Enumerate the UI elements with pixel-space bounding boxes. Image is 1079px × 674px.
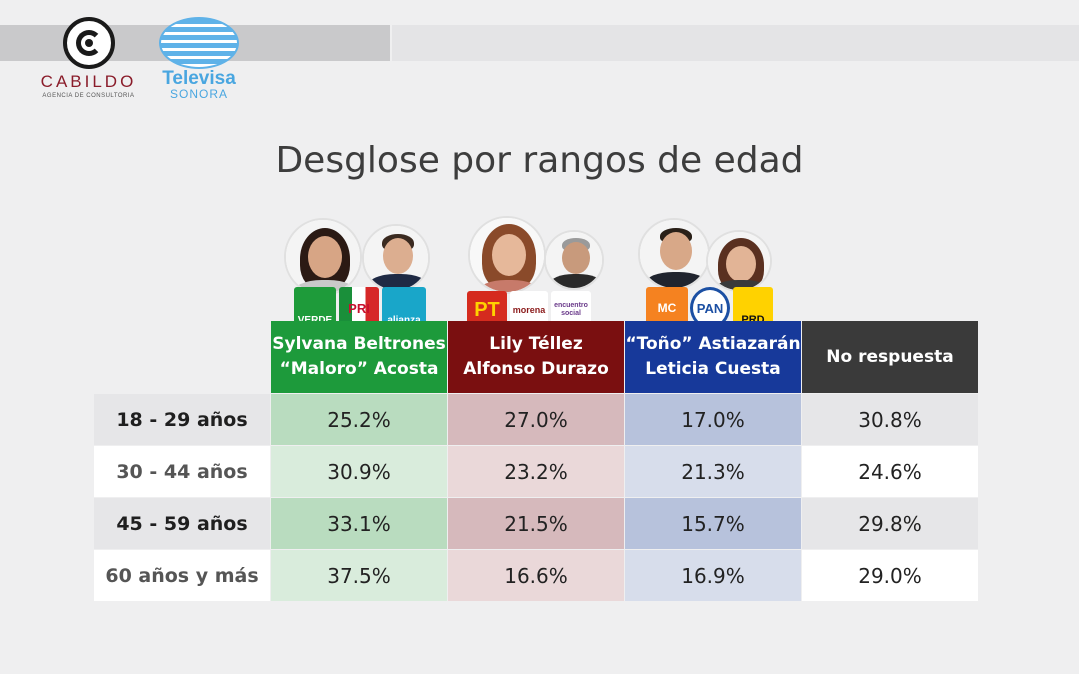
televisa-logo: Televisa SONORA	[150, 17, 248, 100]
page-title: Desglose por rangos de edad	[275, 140, 804, 181]
column-header-no-respuesta: No respuesta	[802, 321, 978, 393]
header-line1: Lily Téllez	[489, 334, 583, 354]
value-cell: 17.0%	[625, 394, 801, 445]
header-line2: “Maloro” Acosta	[279, 359, 439, 379]
header-line1: No respuesta	[826, 346, 954, 367]
value-cell: 24.6%	[802, 446, 978, 497]
header-band-right	[392, 25, 1079, 61]
row-label: 30 - 44 años	[94, 446, 270, 497]
value-cell: 30.9%	[271, 446, 447, 497]
candidate-photo-alfonso	[544, 230, 604, 290]
row-label: 18 - 29 años	[94, 394, 270, 445]
value-cell: 23.2%	[448, 446, 624, 497]
cabildo-subtitle: AGENCIA DE CONSULTORIA	[42, 93, 135, 99]
televisa-subtitle: SONORA	[169, 87, 228, 101]
value-cell: 25.2%	[271, 394, 447, 445]
header-line2: Leticia Cuesta	[645, 359, 781, 379]
cabildo-c-icon	[62, 17, 115, 69]
row-label: 60 años y más	[94, 550, 270, 601]
cabildo-name: CABILDO	[40, 72, 137, 91]
header-line1: Sylvana Beltrones	[272, 334, 446, 354]
candidate-photo-sylvana	[284, 218, 362, 296]
header-line2: Alfonso Durazo	[463, 359, 609, 379]
column-header-red: Lily Téllez Alfonso Durazo	[448, 321, 624, 393]
value-cell: 27.0%	[448, 394, 624, 445]
header-line1: “Toño” Astiazarán	[625, 334, 801, 354]
column-header-blue: “Toño” Astiazarán Leticia Cuesta	[625, 321, 801, 393]
cabildo-logo: CABILDO AGENCIA DE CONSULTORIA	[26, 17, 151, 99]
value-cell: 30.8%	[802, 394, 978, 445]
value-cell: 29.8%	[802, 498, 978, 549]
candidate-photo-maloro	[362, 224, 430, 292]
value-cell: 21.5%	[448, 498, 624, 549]
value-cell: 21.3%	[625, 446, 801, 497]
value-cell: 29.0%	[802, 550, 978, 601]
value-cell: 16.9%	[625, 550, 801, 601]
candidate-photo-lily	[468, 216, 546, 294]
value-cell: 15.7%	[625, 498, 801, 549]
row-label: 45 - 59 años	[94, 498, 270, 549]
candidate-photo-leticia	[706, 230, 772, 292]
televisa-name: Televisa	[162, 68, 236, 89]
value-cell: 37.5%	[271, 550, 447, 601]
candidate-photo-tono	[638, 218, 710, 290]
value-cell: 16.6%	[448, 550, 624, 601]
televisa-globe-icon	[159, 17, 239, 69]
value-cell: 33.1%	[271, 498, 447, 549]
column-header-green: Sylvana Beltrones “Maloro” Acosta	[271, 321, 447, 393]
